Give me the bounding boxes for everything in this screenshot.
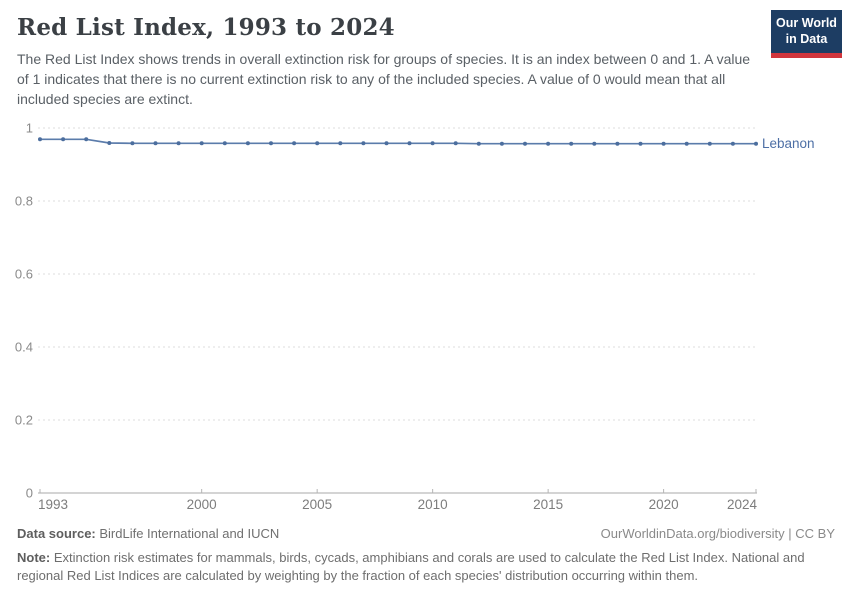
data-point[interactable] [430, 141, 435, 146]
data-point[interactable] [38, 137, 42, 142]
data-point[interactable] [269, 141, 273, 146]
data-point[interactable] [615, 141, 620, 146]
x-tick-label: 1993 [38, 497, 68, 512]
data-point[interactable] [661, 141, 666, 146]
y-tick-label: 0.6 [15, 267, 33, 282]
data-point[interactable] [569, 141, 574, 146]
data-point[interactable] [199, 141, 204, 146]
page-title: Red List Index, 1993 to 2024 [17, 14, 395, 41]
data-point[interactable] [730, 141, 735, 146]
data-point[interactable] [453, 141, 458, 146]
data-point[interactable] [245, 141, 250, 146]
note-value: Extinction risk estimates for mammals, b… [17, 550, 805, 584]
data-point[interactable] [592, 141, 597, 146]
owid-logo-line2: in Data [785, 32, 828, 47]
data-point[interactable] [338, 141, 343, 146]
x-tick-label: 2015 [533, 497, 563, 512]
data-point[interactable] [707, 141, 712, 146]
data-source-value: BirdLife International and IUCN [95, 526, 280, 541]
data-point[interactable] [292, 141, 297, 146]
data-point[interactable] [754, 141, 758, 146]
y-tick-label: 0 [26, 486, 33, 501]
x-tick-label: 2005 [302, 497, 332, 512]
data-source[interactable]: Data source: BirdLife International and … [17, 526, 279, 541]
series-line[interactable] [40, 138, 756, 145]
chart-header: Red List Index, 1993 to 2024 The Red Lis… [17, 14, 754, 110]
data-point[interactable] [684, 141, 689, 146]
chart-footer: Data source: BirdLife International and … [17, 526, 835, 541]
data-point[interactable] [407, 141, 412, 146]
chart-note: Note: Extinction risk estimates for mamm… [17, 549, 812, 586]
line-chart[interactable]: 1 0.8 0.6 0.4 0.2 0 1993 2000 2005 2010 2015 2020 20… [0, 108, 850, 520]
data-point[interactable] [638, 141, 643, 146]
owid-logo-line1: Our World [776, 16, 837, 30]
data-point[interactable] [546, 141, 551, 146]
chart-subtitle: The Red List Index shows trends in overa… [17, 51, 751, 107]
x-tick-label: 2010 [418, 497, 448, 512]
owid-citation-link[interactable]: OurWorldinData.org/biodiversity | CC BY [600, 526, 835, 541]
note-label: Note: [17, 550, 51, 565]
data-point[interactable] [499, 141, 504, 146]
data-source-label: Data source: [17, 526, 96, 541]
data-point[interactable] [315, 141, 320, 146]
x-tick-label: 2024 [727, 497, 758, 512]
data-point[interactable] [107, 141, 112, 145]
x-tick-label: 2000 [187, 497, 217, 512]
data-point[interactable] [222, 141, 227, 146]
data-point[interactable] [476, 141, 481, 146]
data-point[interactable] [130, 141, 135, 146]
data-point[interactable] [384, 141, 389, 146]
owid-logo[interactable]: Our World in Data [771, 10, 842, 58]
data-point[interactable] [176, 141, 181, 146]
data-point[interactable] [84, 137, 89, 142]
x-tick-label: 2020 [649, 497, 679, 512]
data-point[interactable] [61, 137, 66, 142]
data-point[interactable] [153, 141, 158, 146]
entity-label[interactable]: Lebanon [762, 136, 815, 151]
y-tick-label: 0.8 [15, 194, 33, 209]
y-tick-label: 0.2 [15, 413, 33, 428]
y-tick-label: 1 [26, 121, 33, 136]
data-point[interactable] [523, 141, 527, 146]
y-tick-label: 0.4 [15, 340, 33, 355]
data-point[interactable] [361, 141, 366, 146]
